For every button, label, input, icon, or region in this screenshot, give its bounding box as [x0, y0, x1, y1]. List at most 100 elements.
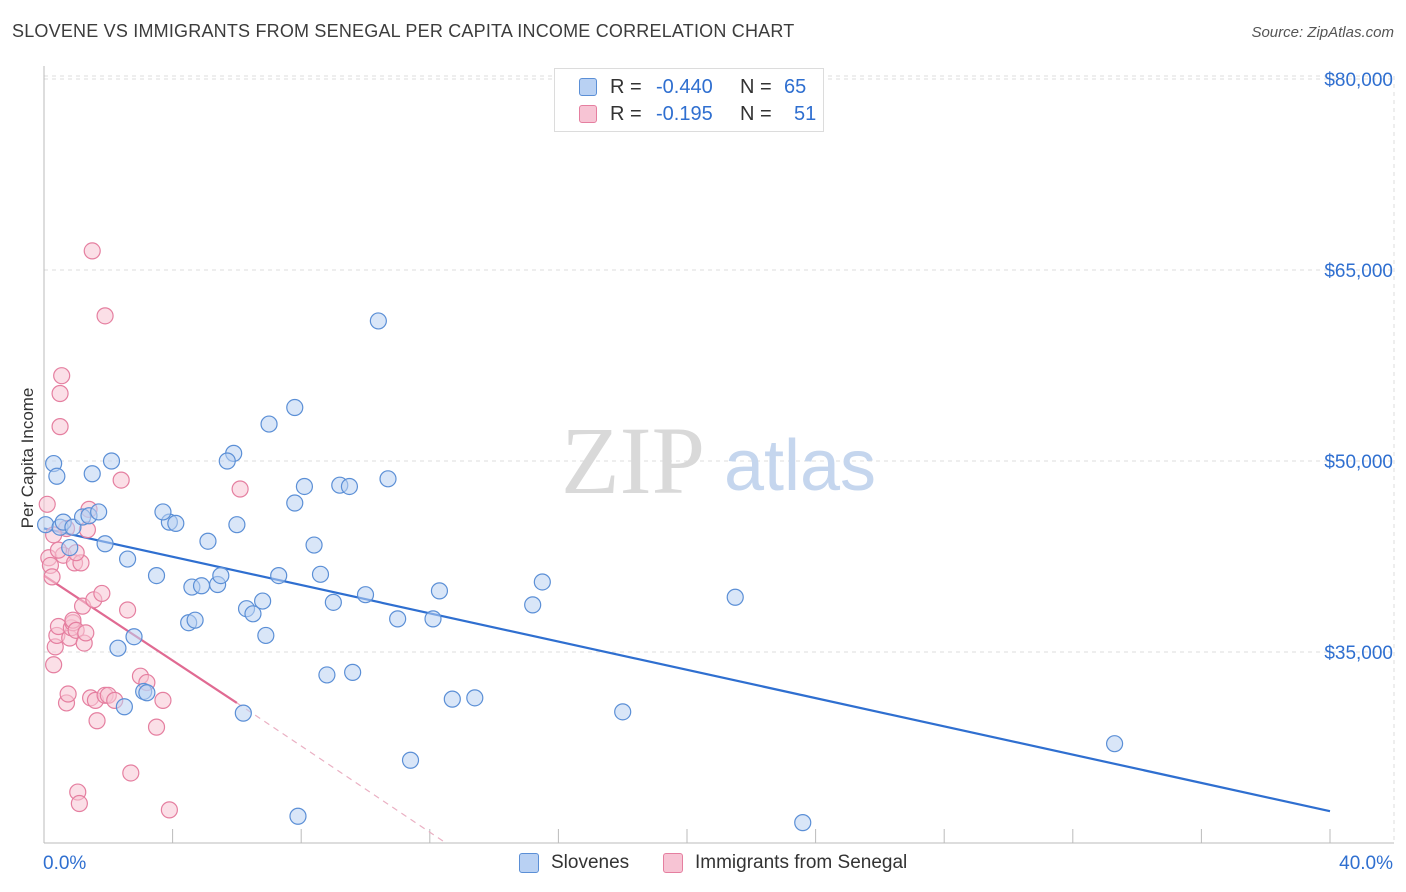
chart-title: SLOVENE VS IMMIGRANTS FROM SENEGAL PER C… — [12, 21, 795, 41]
point-senegal — [231, 480, 249, 498]
legend-swatch-blue — [579, 78, 597, 96]
point-slovenes — [167, 514, 185, 532]
point-slovenes — [254, 592, 272, 610]
source-label: Source: ZipAtlas.com — [1251, 24, 1394, 41]
legend-r-value: -0.440 — [656, 75, 713, 98]
point-slovenes — [430, 582, 449, 600]
point-slovenes — [286, 398, 304, 417]
x-tick-label-max: 40.0% — [1339, 853, 1393, 874]
point-senegal — [59, 685, 77, 703]
point-senegal — [160, 801, 178, 819]
point-slovenes — [424, 610, 442, 628]
correlation-legend: R = -0.440 N = 65 R = -0.195 N = 51 — [554, 68, 824, 132]
point-slovenes — [83, 465, 101, 483]
grid — [44, 75, 1395, 843]
point-senegal — [77, 624, 95, 642]
point-slovenes — [260, 415, 278, 433]
point-slovenes — [356, 586, 375, 604]
point-slovenes — [147, 566, 166, 585]
y-tick-label: $80,000 — [1324, 70, 1393, 91]
trend-lines — [43, 527, 1331, 844]
point-senegal — [51, 384, 69, 403]
series-legend: Slovenes Immigrants from Senegal — [0, 852, 1406, 876]
point-slovenes — [614, 703, 632, 721]
x-tick-label-min: 0.0% — [43, 853, 86, 874]
point-slovenes — [234, 704, 252, 722]
point-slovenes — [138, 684, 156, 702]
point-slovenes — [524, 596, 542, 614]
point-senegal — [51, 418, 69, 436]
point-slovenes — [295, 477, 314, 496]
y-tick-labels: $35,000 $50,000 $65,000 $80,000 — [1324, 70, 1393, 664]
watermark: ZIP atlas — [561, 407, 876, 514]
point-slovenes — [37, 516, 55, 534]
point-slovenes — [270, 566, 288, 585]
point-slovenes — [48, 467, 66, 485]
point-slovenes — [118, 550, 137, 568]
legend-label-senegal: Immigrants from Senegal — [695, 852, 908, 873]
point-senegal — [112, 471, 130, 489]
watermark-zip: ZIP — [561, 407, 705, 514]
y-tick-label: $35,000 — [1324, 643, 1393, 664]
point-slovenes — [192, 577, 211, 595]
trend-line-senegal-extrapolated — [236, 702, 447, 844]
point-slovenes — [228, 516, 246, 534]
legend-label-slovenes: Slovenes — [551, 852, 630, 873]
legend-item-slovenes[interactable]: Slovenes — [519, 852, 629, 874]
point-slovenes — [61, 538, 79, 557]
point-slovenes — [794, 814, 812, 832]
point-slovenes — [466, 689, 484, 707]
points-slovenes — [37, 312, 1124, 832]
point-slovenes — [1105, 735, 1124, 753]
y-tick-label: $50,000 — [1324, 452, 1393, 473]
point-slovenes — [305, 536, 323, 554]
point-slovenes — [115, 698, 133, 716]
points-immigrants-from-senegal — [38, 242, 249, 819]
point-slovenes — [324, 593, 342, 611]
point-slovenes — [244, 605, 262, 623]
point-slovenes — [212, 566, 230, 585]
point-slovenes — [109, 639, 127, 657]
point-slovenes — [257, 626, 275, 645]
point-slovenes — [96, 535, 114, 553]
point-slovenes — [443, 690, 461, 708]
point-senegal — [147, 718, 166, 736]
point-slovenes — [125, 628, 143, 646]
point-slovenes — [379, 470, 397, 488]
point-slovenes — [533, 573, 551, 591]
point-slovenes — [90, 503, 108, 521]
legend-swatch-pink — [663, 853, 683, 873]
legend-r-label: R = — [610, 102, 642, 125]
point-senegal — [93, 584, 111, 603]
legend-n-value: 51 — [794, 102, 817, 125]
point-slovenes — [401, 751, 420, 769]
legend-r-label: R = — [610, 75, 642, 98]
legend-item-senegal[interactable]: Immigrants from Senegal — [663, 852, 907, 874]
point-slovenes — [344, 663, 362, 681]
legend-row-slovenes: R = -0.440 N = 65 — [579, 75, 806, 99]
point-senegal — [154, 691, 172, 709]
point-slovenes — [199, 532, 217, 550]
point-senegal — [88, 712, 106, 730]
point-slovenes — [340, 477, 359, 496]
point-slovenes — [311, 565, 330, 583]
point-senegal — [38, 495, 56, 513]
legend-n-label: N = — [740, 102, 772, 125]
legend-swatch-blue — [519, 853, 539, 873]
point-senegal — [118, 601, 137, 619]
legend-swatch-pink — [579, 105, 597, 123]
point-senegal — [43, 568, 61, 586]
legend-n-value: 65 — [784, 75, 807, 98]
legend-row-senegal: R = -0.195 N = 51 — [579, 102, 816, 126]
point-senegal — [53, 367, 71, 385]
point-slovenes — [389, 610, 407, 628]
point-senegal — [70, 794, 88, 813]
legend-n-label: N = — [740, 75, 772, 98]
point-senegal — [122, 764, 140, 782]
point-slovenes — [102, 452, 121, 470]
watermark-atlas: atlas — [724, 426, 876, 506]
legend-r-value: -0.195 — [656, 102, 713, 125]
point-senegal — [83, 242, 101, 260]
point-slovenes — [726, 588, 744, 606]
